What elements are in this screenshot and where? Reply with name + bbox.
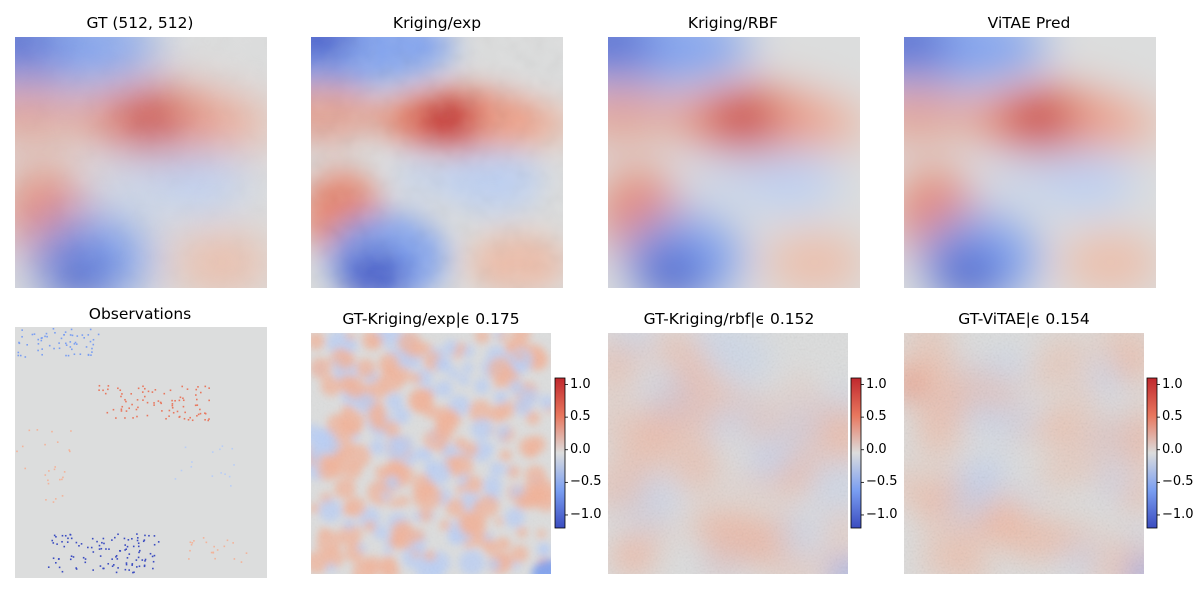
colorbar-tick-label: 0.5 <box>570 409 591 425</box>
title-err-kriging-exp: GT-Kriging/exp|ϵ 0.175 <box>342 310 520 328</box>
title-vitae-pred: ViTAE Pred <box>987 14 1071 32</box>
colorbar-tick-label: 0.0 <box>1162 441 1183 457</box>
heatmap-kriging-rbf <box>608 37 860 288</box>
colorbar-tick-label: −0.5 <box>866 474 898 490</box>
title-observations: Observations <box>88 305 192 323</box>
heatmap-gt <box>15 37 267 288</box>
title-err-kriging-rbf: GT-Kriging/rbf|ϵ 0.152 <box>643 310 815 328</box>
heatmap-err-vitae <box>904 333 1144 574</box>
title-err-vitae: GT-ViTAE|ϵ 0.154 <box>958 310 1090 328</box>
colorbar-tick-label: 1.0 <box>570 376 591 392</box>
colorbar-tick-label: −0.5 <box>1162 474 1194 490</box>
colorbar-tick-label: 0.5 <box>1162 409 1183 425</box>
colorbar-tick-label: −1.0 <box>1162 506 1194 522</box>
colorbar-tick-label: 0.0 <box>570 441 591 457</box>
title-gt: GT (512, 512) <box>86 14 194 32</box>
colorbar-tick-label: 0.5 <box>866 409 887 425</box>
colorbar-err-kriging-exp <box>554 377 568 529</box>
colorbar-tick-label: 1.0 <box>866 376 887 392</box>
heatmap-err-kriging-exp <box>311 333 551 574</box>
colorbar-tick-label: −1.0 <box>866 506 898 522</box>
colorbar-tick-label: 0.0 <box>866 441 887 457</box>
colorbar-tick-label: −0.5 <box>570 474 602 490</box>
heatmap-vitae-pred <box>904 37 1156 288</box>
title-kriging-rbf: Kriging/RBF <box>687 14 779 32</box>
colorbar-tick-label: 1.0 <box>1162 376 1183 392</box>
colorbar-err-kriging-rbf <box>850 377 864 529</box>
title-kriging-exp: Kriging/exp <box>392 14 482 32</box>
colorbar-err-vitae <box>1146 377 1160 529</box>
heatmap-observations <box>15 327 267 578</box>
colorbar-tick-label: −1.0 <box>570 506 602 522</box>
heatmap-err-kriging-rbf <box>608 333 848 574</box>
heatmap-kriging-exp <box>311 37 563 288</box>
